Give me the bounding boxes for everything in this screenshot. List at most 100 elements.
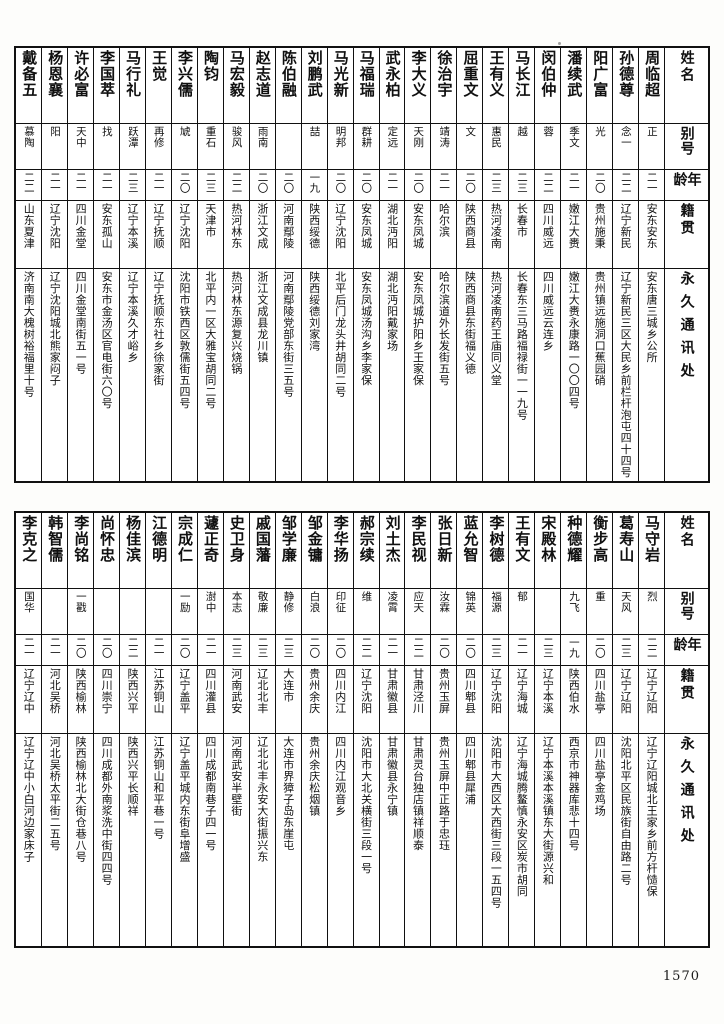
roster-entry-column: 宋殿林 二三 辽宁本溪 辽宁本溪本溪镇东大街源兴和 <box>534 513 561 946</box>
cell-name: 赵志道 <box>249 48 275 124</box>
cell-alias <box>275 124 301 170</box>
header-cell-native: 籍贯 <box>665 666 708 734</box>
value-name: 马守岩 <box>643 515 662 563</box>
value-native: 辽宁海城 <box>515 668 529 714</box>
value-age: 二〇 <box>438 637 451 658</box>
value-native: 大连市 <box>281 668 295 703</box>
cell-native: 辽宁辽阳 <box>639 666 664 734</box>
roster-entry-column: 周临超正二一 安东安东 安东唐三城乡公所 <box>638 48 664 481</box>
cell-name: 戚国藩 <box>249 513 275 589</box>
value-age: 二一 <box>204 637 217 658</box>
cell-address: 陕西榆林北大街仓巷八号 <box>68 734 93 946</box>
cell-native: 辽宁辽中 <box>16 666 42 734</box>
cell-address: 四川威远云连乡 <box>535 269 560 481</box>
value-address: 北平后门龙头井胡同二号 <box>333 271 347 398</box>
value-age: 二〇 <box>334 172 347 193</box>
cell-age: 二〇 <box>327 635 353 666</box>
value-age: 二二 <box>619 172 632 193</box>
cell-name: 韩智儒 <box>42 513 68 589</box>
value-address: 辽宁辽阳城北王家乡前方杆慥保 <box>645 736 659 897</box>
cell-address: 辽宁辽阳城北王家乡前方杆慥保 <box>639 734 664 946</box>
roster-entry-column: 马福瑞 群耕 二〇 安东凤城 安东凤城汤沟乡李家保 <box>352 48 379 481</box>
cell-native: 辽宁沈阳 <box>42 201 68 269</box>
cell-age: 二三 <box>613 635 639 666</box>
value-name: 马长江 <box>513 50 532 98</box>
value-name: 马光新 <box>331 50 350 98</box>
roster-entry-column: 蘧正奇 澍中 二一 四川灌县 四川成都南巷子四一号 <box>196 513 223 946</box>
value-name: 李克之 <box>20 515 39 563</box>
cell-alias: 文 <box>457 124 483 170</box>
cell-alias: 维 <box>353 589 379 635</box>
cell-native: 辽宁沈阳 <box>327 201 353 269</box>
value-age: 一九 <box>567 637 580 658</box>
cell-address: 辽宁新民三区大民乡前栏杆泡屯四十四号 <box>613 269 638 481</box>
cell-name: 马福瑞 <box>353 48 379 124</box>
header-label: 籍贯 <box>678 203 695 237</box>
roster-header-column: 姓名 别号 年龄 籍贯 永久通讯处 <box>664 513 708 946</box>
value-age: 二〇 <box>464 172 477 193</box>
value-alias: 文 <box>464 126 477 137</box>
value-address: 安东市金汤区官电街六〇号 <box>100 271 114 409</box>
roster-entry-column: 武永柏 定远 二一 湖北沔阳 湖北沔阳戴家场 <box>378 48 405 481</box>
header-label: 年龄 <box>671 172 702 187</box>
cell-alias: 雨南 <box>249 124 275 170</box>
cell-age: 二一 <box>145 170 171 201</box>
value-alias: 重 <box>593 591 606 602</box>
cell-age: 二〇 <box>457 170 483 201</box>
value-alias: 雨南 <box>256 126 269 148</box>
cell-age: 二〇 <box>94 635 119 666</box>
value-age: 二三 <box>126 172 139 193</box>
cell-address: 辽宁沈阳城北熊家闷子 <box>42 269 67 481</box>
cell-name: 许必富 <box>68 48 94 124</box>
cell-age: 二二 <box>535 170 561 201</box>
value-alias: 阳 <box>48 126 61 137</box>
value-age: 二一 <box>386 637 399 658</box>
value-native: 安东凤城 <box>411 203 425 249</box>
value-age: 二〇 <box>100 637 113 658</box>
cell-age: 二〇 <box>353 170 379 201</box>
cell-address: 辽宁盖平城内东街阜增盛 <box>172 734 197 946</box>
value-age: 二三 <box>490 637 503 658</box>
cell-address: 辽宁辽中小白河边家床子 <box>16 734 41 946</box>
value-address: 辽宁抚顺东社乡徐家街 <box>152 271 166 386</box>
roster-entry-column: 杨佳滨 二二 陕西兴平 陕西兴平长顺祥 <box>118 513 145 946</box>
cell-address: 四川盐亭金鸡场 <box>587 734 612 946</box>
roster-header-column: 姓名 别号 年龄 籍贯 永久通讯处 <box>664 48 708 481</box>
cell-alias: 烈 <box>639 589 664 635</box>
value-name: 刘鹏武 <box>305 50 324 98</box>
cell-native: 辽宁辽阳 <box>613 666 639 734</box>
value-alias: 九飞 <box>568 591 581 613</box>
value-native: 甘肃泾川 <box>411 668 425 714</box>
cell-age: 二〇 <box>275 170 301 201</box>
cell-native: 陕西榆林 <box>68 666 94 734</box>
value-native: 四川郫县 <box>463 668 477 714</box>
value-address: 浙江文成县龙川镇 <box>255 271 269 363</box>
value-age: 二三 <box>282 637 295 658</box>
roster-entry-column: 赵志道 雨南 二〇 浙江文成 浙江文成县龙川镇 <box>248 48 275 481</box>
value-address: 沈阳市大北关横街三段一号 <box>359 736 373 874</box>
value-age: 二〇 <box>334 637 347 658</box>
roster-entry-column: 李尚铭 一戳 二〇 陕西榆林 陕西榆林北大街仓巷八号 <box>67 513 94 946</box>
cell-age: 二三 <box>197 170 223 201</box>
header-label: 永久通讯处 <box>678 736 695 851</box>
value-address: 四川郫县犀浦 <box>463 736 477 805</box>
value-address: 安东凤城汤沟乡李家保 <box>359 271 373 386</box>
header-cell-alias: 别号 <box>665 124 708 170</box>
cell-address: 四川内江观音乡 <box>328 734 353 946</box>
value-address: 贵州镇远施洞口蕉园硝 <box>593 271 607 386</box>
value-age: 二二 <box>412 637 425 658</box>
header-cell-name: 姓名 <box>665 48 708 124</box>
cell-name: 葛寿山 <box>613 513 639 589</box>
cell-age: 二〇 <box>301 635 327 666</box>
value-alias: 敬廉 <box>256 591 269 613</box>
value-native: 热河林东 <box>229 203 243 249</box>
value-alias: 惠民 <box>490 126 503 148</box>
roster-entry-column: 杨恩襄阳二一 辽宁沈阳 辽宁沈阳城北熊家闷子 <box>41 48 68 481</box>
roster-table-top: 姓名 别号 年龄 籍贯 永久通讯处 周临超正二一 安东安东 安东唐三城乡公所 孙德尊 念一 二二 辽宁… <box>14 46 710 483</box>
value-age: 二一 <box>22 637 35 658</box>
cell-native: 辽宁沈阳 <box>353 666 379 734</box>
value-address: 河南鄢陵党部东街三五号 <box>281 271 295 398</box>
value-alias: 明邦 <box>334 126 347 148</box>
cell-address: 贵州余庆松烟镇 <box>302 734 327 946</box>
cell-alias: 靖涛 <box>431 124 457 170</box>
